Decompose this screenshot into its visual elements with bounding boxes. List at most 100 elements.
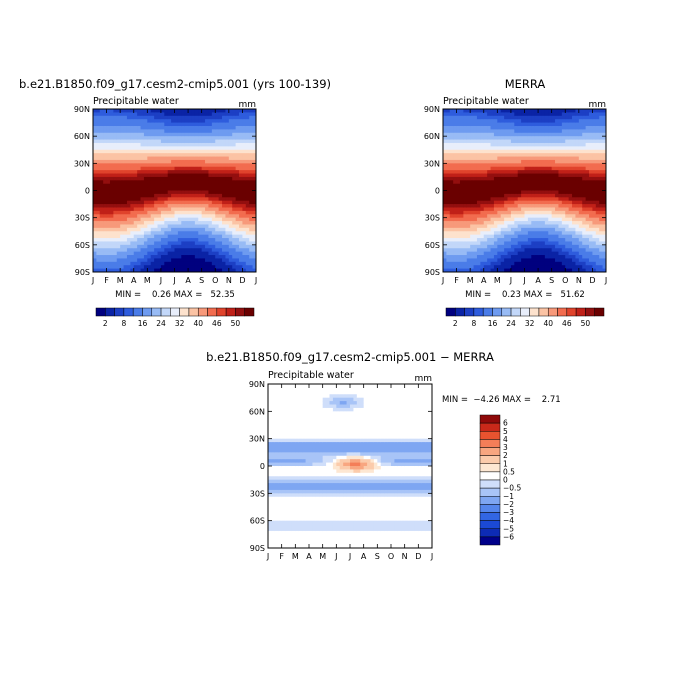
- field-cell: [268, 425, 272, 429]
- field-cell: [575, 255, 580, 259]
- field-cell: [143, 268, 148, 272]
- field-cell: [517, 248, 522, 253]
- field-cell: [524, 173, 529, 178]
- field-cell: [497, 129, 502, 134]
- field-cell: [140, 197, 145, 202]
- field-cell: [514, 163, 519, 168]
- field-cell: [531, 139, 536, 144]
- field-cell: [116, 122, 121, 127]
- field-cell: [480, 221, 485, 225]
- field-cell: [106, 193, 111, 198]
- field-cell: [123, 183, 128, 188]
- field-cell: [521, 132, 525, 137]
- field-cell: [463, 251, 468, 256]
- field-cell: [188, 183, 192, 188]
- field-cell: [578, 132, 583, 137]
- field-cell: [191, 187, 196, 191]
- field-cell: [239, 238, 243, 242]
- field-cell: [150, 119, 155, 123]
- field-cell: [459, 204, 464, 208]
- field-cell: [551, 132, 556, 137]
- field-cell: [544, 153, 549, 157]
- field-cell: [154, 255, 158, 259]
- field-cell: [103, 210, 107, 215]
- field-cell: [232, 153, 237, 157]
- field-cell: [476, 183, 481, 188]
- field-cell: [194, 244, 199, 249]
- field-cell: [449, 156, 454, 161]
- field-cell: [507, 115, 512, 120]
- field-cell: [268, 404, 272, 409]
- field-cell: [150, 197, 155, 202]
- field-cell: [595, 109, 600, 113]
- field-cell: [527, 190, 532, 195]
- field-cell: [184, 234, 189, 239]
- field-cell: [281, 476, 286, 481]
- field-cell: [541, 122, 546, 127]
- field-cell: [541, 204, 546, 208]
- field-cell: [446, 268, 451, 272]
- field-cell: [157, 255, 162, 259]
- field-cell: [487, 255, 491, 259]
- field-cell: [109, 166, 114, 171]
- field-cell: [493, 176, 498, 181]
- field-cell: [585, 251, 590, 256]
- field-cell: [561, 112, 566, 117]
- field-cell: [160, 149, 165, 154]
- field-cell: [174, 193, 179, 198]
- field-cell: [517, 190, 522, 195]
- field-cell: [568, 255, 573, 259]
- field-cell: [242, 193, 247, 198]
- field-cell: [205, 197, 209, 202]
- field-cell: [113, 156, 118, 161]
- field-cell: [93, 268, 97, 272]
- field-cell: [470, 176, 474, 181]
- field-cell: [106, 251, 111, 256]
- field-cell: [561, 190, 566, 195]
- field-cell: [177, 210, 182, 215]
- field-cell: [278, 459, 283, 463]
- field-cell: [133, 231, 138, 236]
- field-cell: [103, 156, 107, 161]
- field-cell: [211, 265, 216, 270]
- field-cell: [177, 132, 182, 137]
- field-cell: [106, 241, 111, 246]
- field-cell: [278, 455, 283, 460]
- field-cell: [198, 224, 203, 229]
- field-cell: [191, 224, 196, 229]
- field-cell: [126, 210, 131, 215]
- field-cell: [116, 248, 121, 253]
- field-cell: [239, 244, 243, 249]
- field-cell: [160, 251, 165, 256]
- field-cell: [555, 170, 559, 174]
- field-cell: [211, 139, 216, 144]
- field-cell: [446, 112, 451, 117]
- field-cell: [541, 200, 546, 205]
- field-cell: [551, 109, 556, 113]
- field-cell: [480, 112, 485, 117]
- field-cell: [476, 244, 481, 249]
- field-cell: [595, 231, 600, 236]
- field-cell: [585, 204, 590, 208]
- field-cell: [572, 122, 576, 127]
- field-cell: [235, 109, 240, 113]
- field-cell: [113, 190, 118, 195]
- field-cell: [160, 176, 165, 181]
- field-cell: [133, 221, 138, 225]
- field-cell: [150, 112, 155, 117]
- field-cell: [228, 197, 233, 202]
- field-cell: [466, 156, 471, 161]
- field-cell: [446, 125, 451, 130]
- field-cell: [285, 421, 289, 426]
- field-cell: [487, 122, 491, 127]
- field-cell: [96, 190, 101, 195]
- field-cell: [504, 163, 508, 168]
- field-cell: [171, 112, 175, 117]
- field-cell: [211, 248, 216, 253]
- field-cell: [93, 214, 97, 219]
- field-cell: [531, 112, 536, 117]
- field-cell: [473, 214, 478, 219]
- field-cell: [194, 149, 199, 154]
- field-cell: [271, 390, 276, 395]
- field-cell: [521, 217, 525, 222]
